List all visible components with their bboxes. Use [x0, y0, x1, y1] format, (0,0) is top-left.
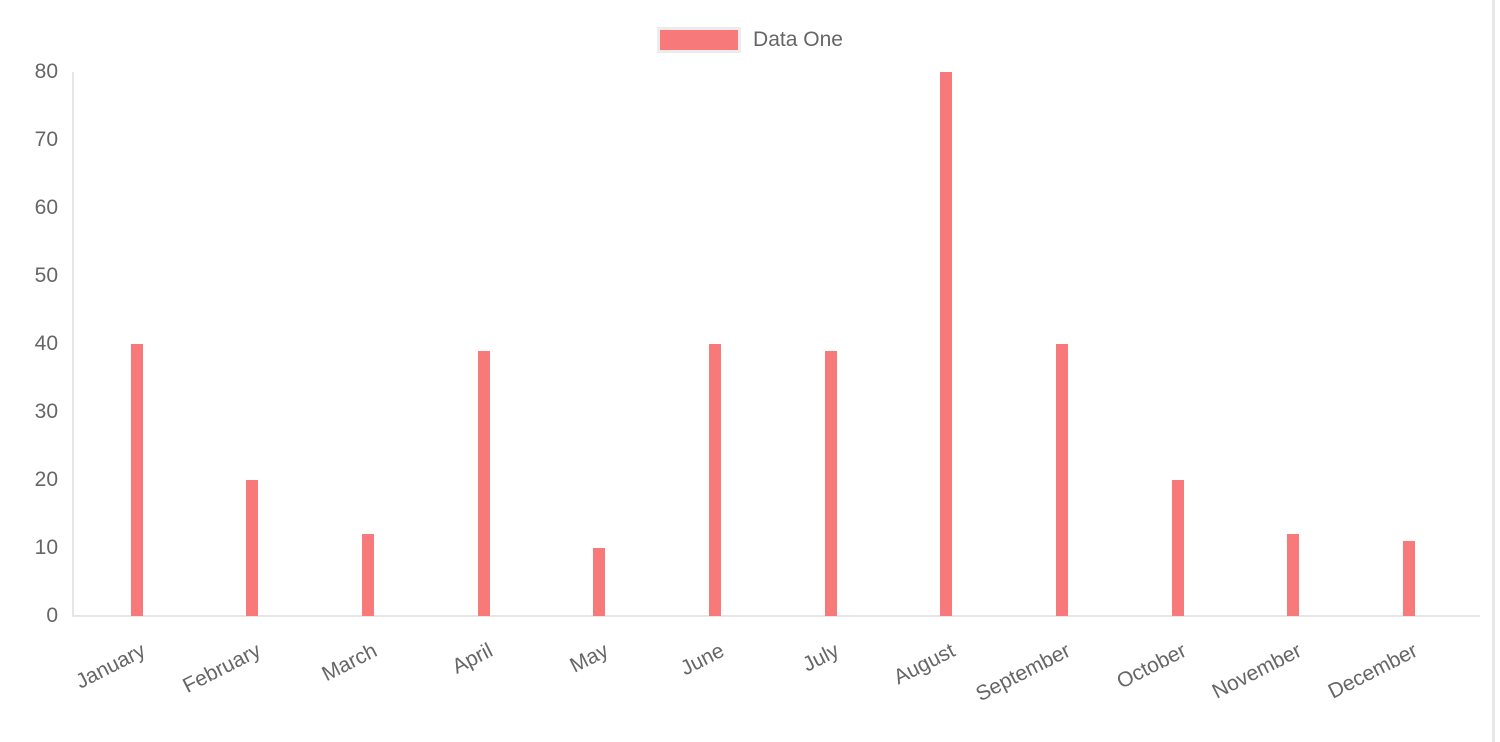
bar-february[interactable] — [246, 480, 259, 616]
y-tick-label-40: 40 — [34, 332, 58, 355]
bar-september[interactable] — [1056, 344, 1068, 616]
x-tick-label-january: January — [72, 639, 150, 694]
y-axis-line — [72, 72, 74, 617]
bar-june[interactable] — [709, 344, 722, 616]
bar-may[interactable] — [593, 548, 606, 616]
x-tick-label-march: March — [318, 639, 381, 686]
page-right-border — [1492, 0, 1495, 742]
y-tick-label-0: 0 — [46, 604, 58, 627]
x-tick-label-october: October — [1113, 639, 1191, 694]
x-tick-label-may: May — [566, 639, 612, 678]
legend-label: Data One — [753, 28, 843, 51]
x-tick-label-june: June — [676, 639, 728, 681]
y-tick-label-70: 70 — [34, 128, 58, 151]
bar-july[interactable] — [824, 350, 837, 616]
bar-november[interactable] — [1287, 534, 1300, 616]
x-tick-label-september: September — [972, 639, 1075, 707]
y-tick-label-80: 80 — [34, 60, 58, 83]
x-tick-label-february: February — [179, 639, 265, 698]
chart-legend: Data One — [0, 26, 1500, 54]
x-tick-label-april: April — [448, 639, 497, 679]
y-tick-label-50: 50 — [34, 264, 58, 287]
y-tick-label-10: 10 — [34, 536, 58, 559]
x-tick-label-july: July — [799, 639, 844, 677]
x-tick-label-november: November — [1208, 639, 1306, 704]
x-axis-line — [72, 615, 1480, 617]
bar-october[interactable] — [1171, 480, 1184, 616]
bar-march[interactable] — [362, 534, 375, 616]
legend-item-data-one[interactable]: Data One — [657, 26, 843, 54]
bar-january[interactable] — [130, 344, 143, 616]
y-tick-label-30: 30 — [34, 400, 58, 423]
bar-august[interactable] — [940, 72, 953, 616]
bar-april[interactable] — [477, 350, 490, 616]
x-tick-label-december: December — [1324, 639, 1422, 704]
y-tick-label-20: 20 — [34, 468, 58, 491]
legend-color-swatch — [657, 27, 742, 53]
y-tick-label-60: 60 — [34, 196, 58, 219]
bar-december[interactable] — [1402, 541, 1415, 616]
x-tick-label-august: August — [890, 639, 959, 690]
